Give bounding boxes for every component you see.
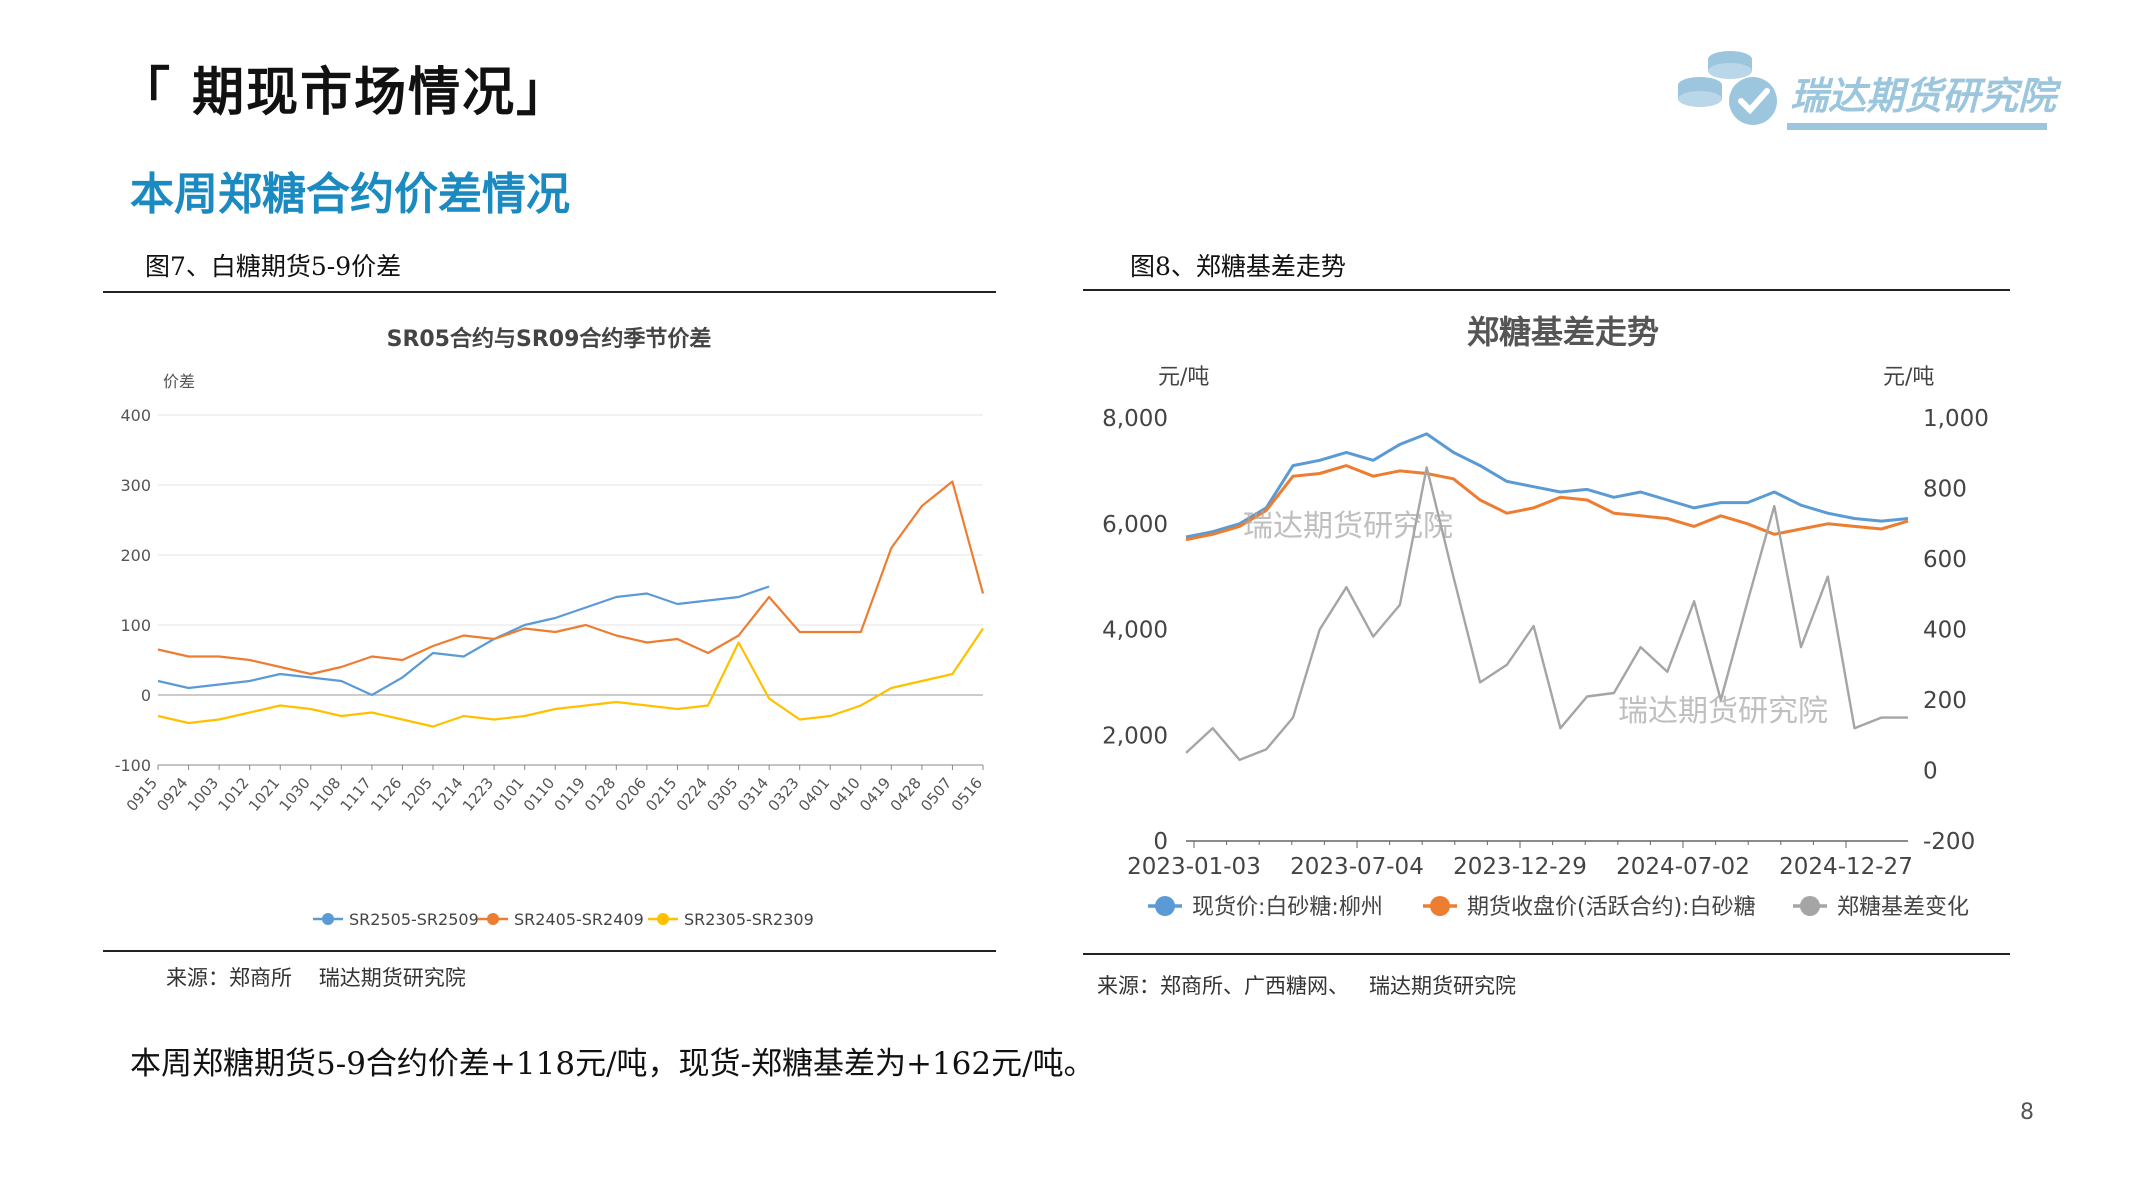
- section-title: 本周郑糖合约价差情况: [130, 169, 570, 220]
- legend-marker-2: [487, 913, 499, 925]
- x-tick-label: 1126: [367, 774, 405, 815]
- x-tick-label: 1030: [276, 774, 314, 815]
- left-top-rule: [103, 291, 996, 293]
- series-line-2: [1185, 464, 1909, 542]
- left-tick-label: 0: [1153, 829, 1168, 855]
- legend-marker-1: [1155, 896, 1175, 916]
- series-line-1: [1185, 432, 1909, 539]
- x-tick-label: 0305: [703, 774, 741, 815]
- y-tick-label: 300: [120, 476, 151, 495]
- left-bottom-rule: [103, 950, 996, 952]
- legend-label-1: 现货价:白砂糖:柳州: [1192, 895, 1383, 920]
- chart-title: 郑糖基差走势: [1467, 313, 1659, 351]
- x-tick-label: 1205: [398, 774, 436, 815]
- x-tick-label: 0119: [551, 774, 589, 815]
- right-figure-caption: 图8、郑糖基差走势: [1130, 252, 1346, 281]
- x-tick-label: 2023-01-03: [1127, 854, 1261, 880]
- x-tick-label: 0101: [489, 774, 527, 815]
- x-tick-label: 0401: [795, 774, 833, 815]
- x-tick-label: 0314: [734, 774, 772, 815]
- right-tick-label: 800: [1923, 477, 1967, 503]
- y-tick-label: 400: [120, 406, 151, 425]
- series-line-1: [157, 585, 770, 697]
- x-tick-label: 0915: [123, 774, 161, 815]
- summary-text: 本周郑糖期货5-9合约价差+118元/吨，现货-郑糖基差为+162元/吨。: [130, 1046, 1095, 1082]
- logo-text: 瑞达期货研究院: [1790, 74, 2057, 118]
- legend-marker-3: [657, 913, 669, 925]
- legend-marker-1: [322, 913, 334, 925]
- left-figure-caption: 图7、白糖期货5-9价差: [145, 252, 402, 281]
- company-logo: 瑞达期货研究院: [1675, 45, 2056, 135]
- right-source-note: 来源：郑商所、广西糖网、 瑞达期货研究院: [1097, 974, 1517, 998]
- right-tick-label: 200: [1923, 688, 1967, 714]
- legend-marker-2: [1430, 896, 1450, 916]
- x-tick-label: 1214: [428, 774, 466, 815]
- right-tick-label: -200: [1923, 829, 1975, 855]
- left-source-note: 来源：郑商所 瑞达期货研究院: [166, 966, 466, 990]
- x-tick-label: 1021: [245, 774, 283, 815]
- left-tick-label: 4,000: [1102, 618, 1168, 644]
- series-line-3: [157, 627, 984, 728]
- x-tick-label: 0419: [856, 774, 894, 815]
- x-tick-label: 0215: [642, 774, 680, 815]
- x-tick-label: 2023-07-04: [1290, 854, 1424, 880]
- left-tick-label: 8,000: [1102, 406, 1168, 432]
- watermark-text: 瑞达期货研究院: [1618, 694, 1828, 729]
- right-tick-label: 400: [1923, 618, 1967, 644]
- x-tick-label: 1012: [214, 774, 252, 815]
- y-axis-label: 价差: [163, 372, 195, 391]
- legend-label-1: SR2505-SR2509: [349, 910, 479, 929]
- right-top-rule: [1083, 289, 2010, 291]
- x-tick-label: 0516: [948, 774, 986, 815]
- right-bottom-rule: [1083, 953, 2010, 955]
- x-tick-label: 0410: [826, 774, 864, 815]
- x-tick-label: 2024-12-27: [1779, 854, 1913, 880]
- page-number: 8: [2020, 1100, 2034, 1125]
- legend-marker-3: [1800, 896, 1820, 916]
- right-axis-unit: 元/吨: [1883, 365, 1934, 390]
- left-tick-label: 6,000: [1102, 512, 1168, 538]
- right-tick-label: 0: [1923, 759, 1938, 785]
- x-tick-label: 0206: [612, 774, 650, 815]
- x-tick-label: 0128: [581, 774, 619, 815]
- y-tick-label: 0: [141, 686, 151, 705]
- x-tick-label: 2023-12-29: [1453, 854, 1587, 880]
- logo-underline: [1787, 123, 2047, 130]
- x-tick-label: 0224: [673, 774, 711, 815]
- series-line-2: [157, 480, 985, 676]
- watermark-text: 瑞达期货研究院: [1243, 509, 1453, 544]
- y-tick-label: -100: [115, 756, 151, 775]
- right-tick-label: 1,000: [1923, 406, 1989, 432]
- x-tick-label: 1003: [184, 774, 222, 815]
- legend-label-3: 郑糖基差变化: [1837, 895, 1969, 920]
- page-title: 「 期现市场情况」: [118, 63, 571, 123]
- x-tick-label: 1223: [459, 774, 497, 815]
- legend-label-3: SR2305-SR2309: [684, 910, 814, 929]
- x-tick-label: 0924: [153, 774, 191, 815]
- right-tick-label: 600: [1923, 547, 1967, 573]
- x-tick-label: 0428: [887, 774, 925, 815]
- x-tick-label: 1117: [337, 774, 375, 815]
- left-tick-label: 2,000: [1102, 723, 1168, 749]
- left-axis-unit: 元/吨: [1158, 365, 1209, 390]
- chart-title: SR05合约与SR09合约季节价差: [387, 326, 712, 352]
- x-tick-label: 0507: [917, 774, 955, 815]
- x-tick-label: 2024-07-02: [1616, 854, 1750, 880]
- legend-label-2: 期货收盘价(活跃合约):白砂糖: [1467, 895, 1756, 920]
- series-line-3: [1185, 466, 1908, 762]
- y-tick-label: 100: [120, 616, 151, 635]
- legend-label-2: SR2405-SR2409: [514, 910, 644, 929]
- y-tick-label: 200: [120, 546, 151, 565]
- x-tick-label: 0323: [764, 774, 802, 815]
- coin-stack-icon: [1678, 51, 1777, 125]
- x-tick-label: 0110: [520, 774, 558, 815]
- x-tick-label: 1108: [306, 774, 344, 815]
